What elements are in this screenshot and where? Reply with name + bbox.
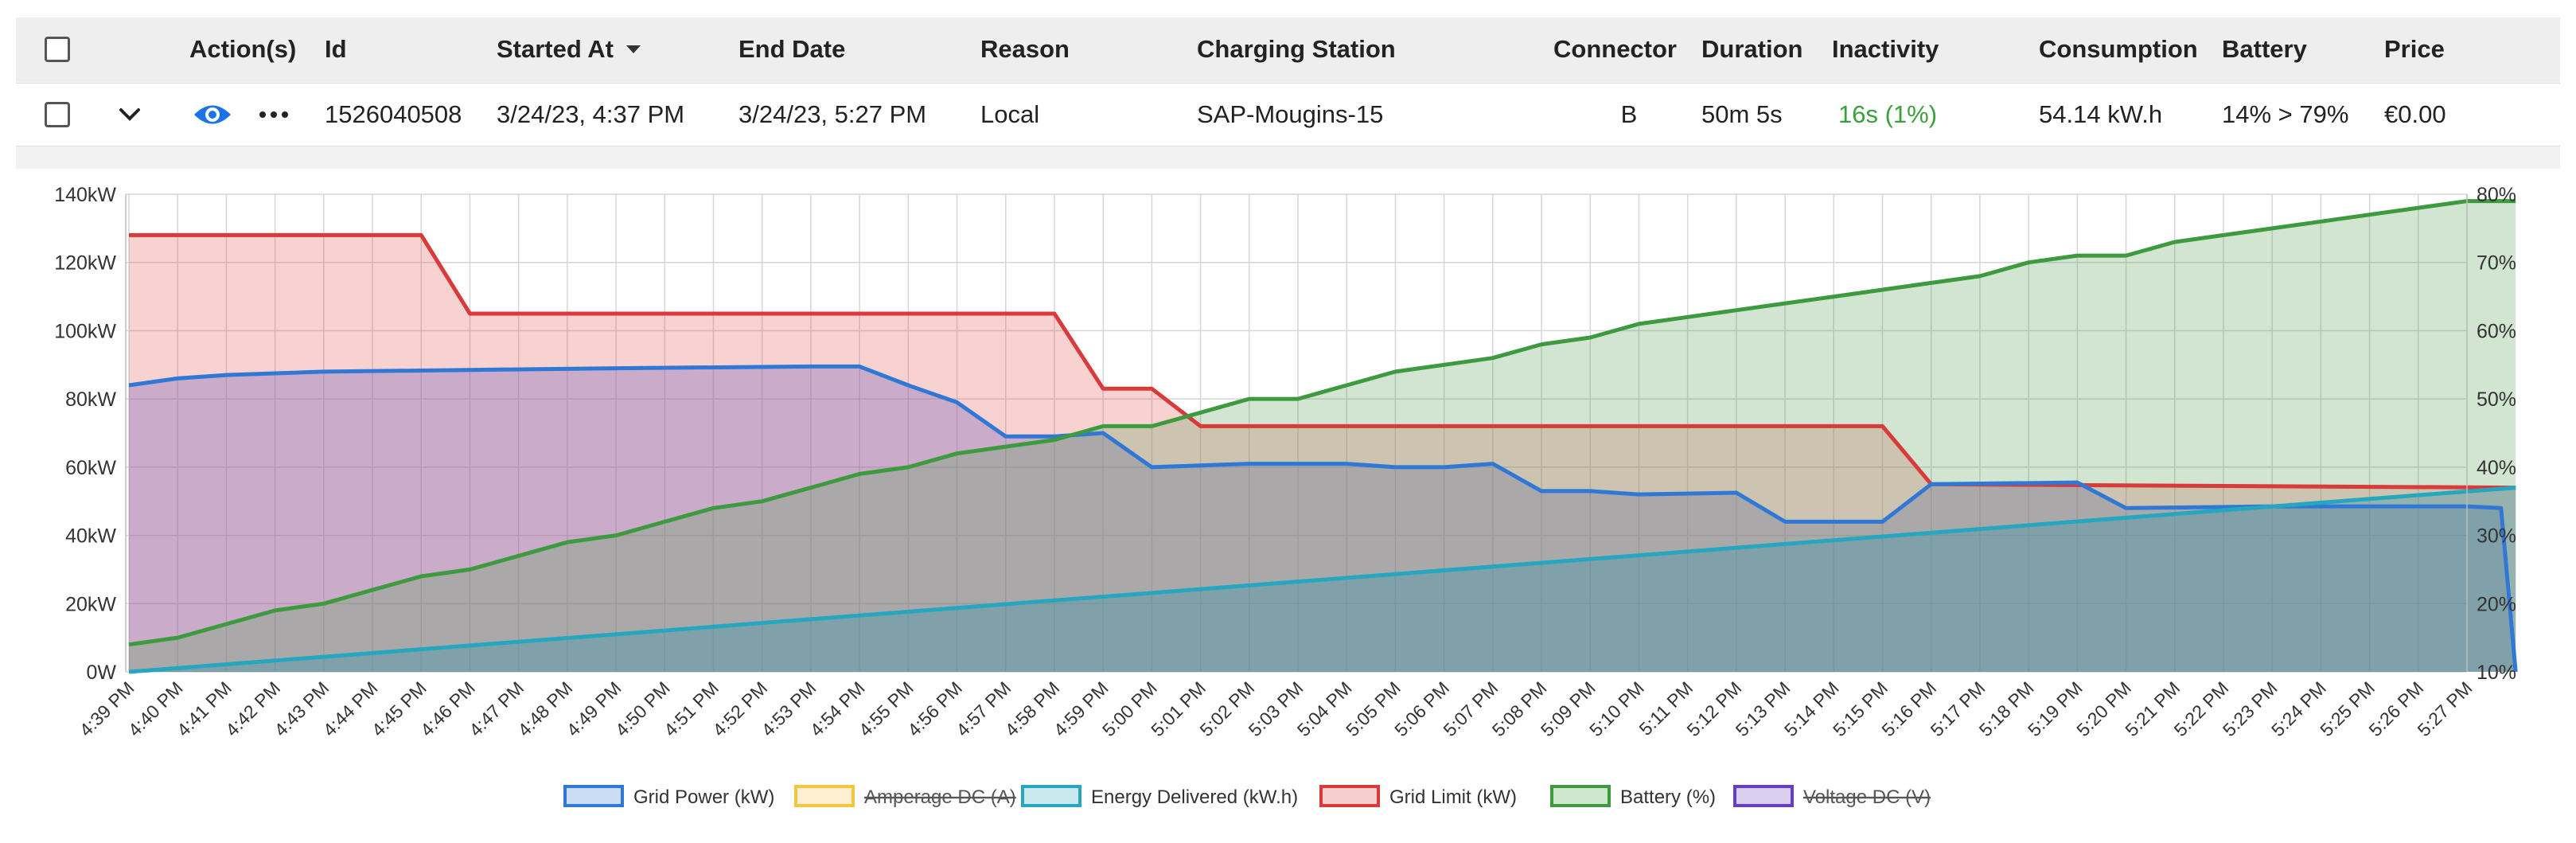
sessions-panel: Action(s) Id Started At End Date Reason … bbox=[16, 18, 2560, 828]
row-consumption: 54.14 kW.h bbox=[2039, 100, 2163, 128]
legend-item[interactable]: Grid Power (kW) bbox=[563, 785, 774, 808]
grid_limit-line bbox=[129, 232, 2516, 490]
consumption-chart: 0W 10% 20kW 20% 40kW 30% 60kW 40% 80kW 50% 100kW 60… bbox=[16, 169, 2560, 828]
row-id: 1526040508 bbox=[325, 100, 462, 128]
y-left-tick-label: 140kW bbox=[54, 184, 116, 206]
header-charging-station[interactable]: Charging Station bbox=[1197, 35, 1396, 63]
more-dots-icon[interactable] bbox=[258, 84, 290, 146]
header-battery[interactable]: Battery bbox=[2222, 35, 2307, 63]
select-all-checkbox[interactable] bbox=[45, 18, 70, 81]
legend-swatch bbox=[1319, 785, 1380, 807]
row-price: €0.00 bbox=[2384, 100, 2446, 128]
legend-item[interactable]: Grid Limit (kW) bbox=[1319, 785, 1517, 808]
legend-item[interactable]: Battery (%) bbox=[1550, 785, 1716, 808]
header-id[interactable]: Id bbox=[325, 35, 347, 63]
caret-down-icon[interactable] bbox=[625, 45, 641, 53]
legend-swatch bbox=[563, 785, 624, 807]
y-left-tick-label: 120kW bbox=[54, 252, 116, 275]
legend-label: Voltage DC (V) bbox=[1803, 786, 1931, 808]
y-left-tick-label: 20kW bbox=[65, 593, 116, 615]
x-tick-label: 5:27 PM bbox=[2414, 677, 2477, 740]
y-left-tick-label: 100kW bbox=[54, 320, 116, 342]
grid_power-line bbox=[128, 364, 2518, 673]
legend-label: Energy Delivered (kW.h) bbox=[1091, 786, 1298, 808]
battery-line bbox=[128, 199, 2516, 647]
legend-swatch bbox=[1733, 785, 1794, 807]
legend-swatch bbox=[1021, 785, 1081, 807]
row-reason: Local bbox=[980, 100, 1040, 128]
header-reason[interactable]: Reason bbox=[980, 35, 1070, 63]
y-right-tick-label: 60% bbox=[2477, 320, 2516, 342]
header-started-at-label: Started At bbox=[497, 35, 614, 63]
eye-icon[interactable] bbox=[193, 84, 232, 146]
header-actions: Action(s) bbox=[189, 35, 297, 63]
x-tick-label: 5:10 PM bbox=[1585, 677, 1648, 740]
y-left-tick-label: 40kW bbox=[65, 525, 116, 548]
y-left-tick-label: 0W bbox=[87, 662, 117, 684]
battery-area bbox=[129, 201, 2516, 673]
legend-label: Grid Limit (kW) bbox=[1389, 786, 1517, 808]
chevron-down-icon[interactable] bbox=[118, 84, 142, 146]
y-left-tick-label: 80kW bbox=[65, 388, 116, 411]
legend-swatch bbox=[794, 785, 855, 807]
row-battery: 14% > 79% bbox=[2222, 100, 2349, 128]
consumption-chart-svg: 0W 10% 20kW 20% 40kW 30% 60kW 40% 80kW 50% 100kW 60… bbox=[54, 184, 2518, 808]
table-header: Action(s) Id Started At End Date Reason … bbox=[16, 18, 2560, 81]
sessions-table: Action(s) Id Started At End Date Reason … bbox=[16, 18, 2560, 146]
row-duration: 50m 5s bbox=[1701, 100, 1783, 128]
header-duration[interactable]: Duration bbox=[1701, 35, 1803, 63]
grid_limit-area bbox=[129, 235, 2516, 672]
legend-item[interactable]: Voltage DC (V) bbox=[1733, 785, 1931, 808]
table-row: 1526040508 3/24/23, 4:37 PM 3/24/23, 5:2… bbox=[16, 83, 2560, 146]
row-checkbox[interactable] bbox=[45, 84, 70, 146]
y-right-tick-label: 10% bbox=[2477, 662, 2516, 684]
y-right-tick-label: 50% bbox=[2477, 388, 2516, 411]
energy_delivered-line bbox=[128, 486, 2516, 674]
header-inactivity[interactable]: Inactivity bbox=[1832, 35, 1939, 63]
row-end-date: 3/24/23, 5:27 PM bbox=[739, 100, 927, 128]
legend-swatch bbox=[1550, 785, 1611, 807]
row-connector: B bbox=[1620, 100, 1638, 128]
row-inactivity: 16s (1%) bbox=[1838, 100, 1938, 128]
header-consumption[interactable]: Consumption bbox=[2039, 35, 2198, 63]
legend-label: Grid Power (kW) bbox=[633, 786, 774, 808]
header-connector[interactable]: Connector bbox=[1553, 35, 1677, 63]
legend-item[interactable]: Amperage DC (A) bbox=[794, 785, 1016, 808]
header-price[interactable]: Price bbox=[2384, 35, 2445, 63]
legend-label: Amperage DC (A) bbox=[864, 786, 1016, 808]
row-started-at: 3/24/23, 4:37 PM bbox=[497, 100, 685, 128]
y-right-tick-label: 40% bbox=[2477, 457, 2516, 479]
y-right-tick-label: 20% bbox=[2477, 593, 2516, 615]
grid_power-area bbox=[129, 366, 2516, 672]
legend-item[interactable]: Energy Delivered (kW.h) bbox=[1021, 785, 1298, 808]
y-right-tick-label: 70% bbox=[2477, 252, 2516, 275]
y-right-tick-label: 80% bbox=[2477, 184, 2516, 206]
row-charging-station[interactable]: SAP-Mougins-15 bbox=[1197, 100, 1384, 128]
header-end-date[interactable]: End Date bbox=[739, 35, 846, 63]
y-right-tick-label: 30% bbox=[2477, 525, 2516, 548]
y-left-tick-label: 60kW bbox=[65, 457, 116, 479]
legend-label: Battery (%) bbox=[1620, 786, 1716, 808]
header-started-at[interactable]: Started At bbox=[497, 18, 641, 81]
